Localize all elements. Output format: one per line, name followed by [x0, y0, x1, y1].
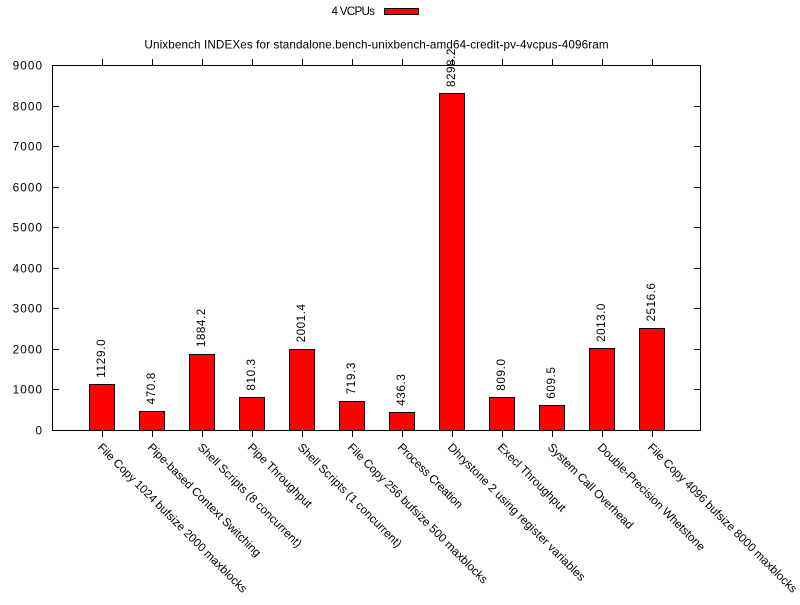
- svg-text:6000: 6000: [13, 182, 43, 195]
- svg-text:0: 0: [35, 425, 42, 438]
- svg-text:7000: 7000: [13, 141, 43, 154]
- svg-text:4 VCPUs: 4 VCPUs: [332, 5, 376, 18]
- svg-text:4000: 4000: [13, 263, 43, 276]
- svg-text:5000: 5000: [13, 222, 43, 235]
- svg-text:2001.4: 2001.4: [295, 304, 308, 343]
- svg-text:609.5: 609.5: [545, 367, 558, 399]
- svg-text:470.8: 470.8: [145, 373, 158, 405]
- svg-text:1129.0: 1129.0: [95, 339, 108, 378]
- svg-text:3000: 3000: [13, 303, 43, 316]
- svg-text:9000: 9000: [13, 60, 43, 73]
- svg-text:436.3: 436.3: [395, 374, 408, 406]
- svg-text:8298.2: 8298.2: [445, 49, 458, 87]
- svg-text:1000: 1000: [13, 384, 43, 397]
- svg-text:Unixbench INDEXes for standalo: Unixbench INDEXes for standalone.bench-u…: [144, 39, 608, 52]
- svg-text:1884.2: 1884.2: [195, 309, 208, 347]
- svg-text:8000: 8000: [13, 101, 43, 114]
- svg-text:810.3: 810.3: [245, 359, 258, 391]
- svg-text:2013.0: 2013.0: [595, 303, 608, 342]
- svg-text:719.3: 719.3: [345, 363, 358, 395]
- svg-text:2516.6: 2516.6: [645, 283, 658, 321]
- svg-text:2000: 2000: [13, 344, 43, 357]
- svg-text:809.0: 809.0: [495, 359, 508, 391]
